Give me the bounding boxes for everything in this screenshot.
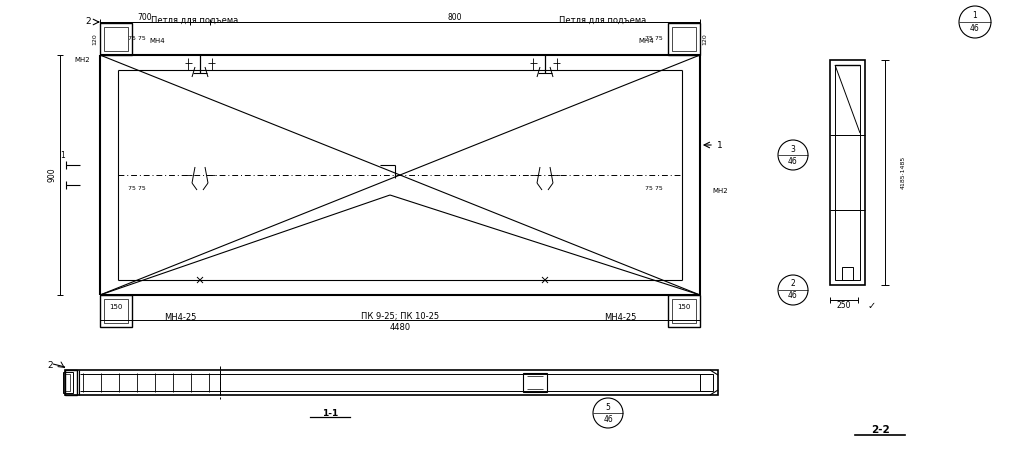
Text: 120: 120	[702, 33, 707, 45]
Text: ✓: ✓	[868, 301, 876, 311]
Bar	[835, 65, 860, 280]
Text: 2: 2	[47, 361, 52, 370]
Bar	[842, 267, 853, 280]
Text: 46: 46	[603, 414, 612, 424]
Text: 900: 900	[47, 168, 57, 182]
Text: 46: 46	[788, 292, 798, 301]
Bar	[104, 27, 128, 51]
Text: 2: 2	[791, 280, 795, 288]
Text: 3: 3	[791, 144, 795, 153]
Text: 75 75: 75 75	[128, 186, 146, 192]
Text: МН4-25: МН4-25	[163, 313, 196, 322]
Text: Петля для подъема: Петля для подъема	[151, 15, 238, 25]
Text: 75 75: 75 75	[128, 36, 146, 41]
Text: 75 75: 75 75	[645, 186, 663, 192]
Bar	[104, 299, 128, 323]
Text: МН2: МН2	[75, 57, 90, 63]
Circle shape	[778, 275, 808, 305]
Text: МН2: МН2	[712, 188, 727, 194]
Bar	[668, 295, 700, 327]
Bar	[100, 295, 132, 327]
Circle shape	[959, 6, 991, 38]
Text: ПК 9-25; ПК 10-25: ПК 9-25; ПК 10-25	[361, 313, 439, 322]
Bar	[672, 299, 696, 323]
Text: МН4: МН4	[149, 38, 164, 44]
Text: 250: 250	[836, 302, 852, 310]
Text: 2-2: 2-2	[871, 425, 889, 435]
Bar	[100, 23, 132, 55]
Text: 75 75: 75 75	[645, 36, 663, 41]
Text: 120: 120	[93, 33, 98, 45]
Text: 800: 800	[448, 13, 462, 21]
Bar	[700, 374, 713, 391]
Text: 700: 700	[137, 13, 152, 21]
Bar	[65, 370, 77, 395]
Bar	[523, 373, 547, 392]
Text: 150: 150	[677, 304, 691, 310]
Text: 46: 46	[970, 24, 980, 33]
Text: 4185·1485: 4185·1485	[900, 156, 905, 189]
Text: МН4: МН4	[638, 38, 654, 44]
Text: 5: 5	[605, 403, 610, 411]
Text: 2: 2	[85, 18, 91, 27]
Bar	[65, 374, 70, 391]
Text: 4480: 4480	[389, 322, 411, 331]
Text: 150: 150	[109, 304, 123, 310]
Bar	[830, 60, 865, 285]
Circle shape	[593, 398, 623, 428]
Text: Петля для подъема: Петля для подъема	[559, 15, 646, 25]
Text: 46: 46	[788, 157, 798, 165]
Text: 1: 1	[973, 11, 978, 20]
Bar	[63, 372, 73, 393]
Bar	[668, 23, 700, 55]
Text: 1: 1	[717, 141, 722, 150]
Circle shape	[778, 140, 808, 170]
Bar	[65, 370, 718, 395]
Text: 1: 1	[61, 151, 66, 159]
Text: МН4-25: МН4-25	[603, 313, 637, 322]
Bar	[672, 27, 696, 51]
Text: 1-1: 1-1	[322, 409, 338, 418]
